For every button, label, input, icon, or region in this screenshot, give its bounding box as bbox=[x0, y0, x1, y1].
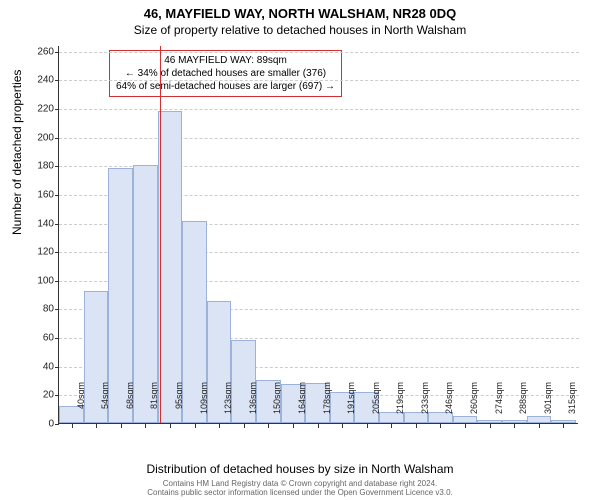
x-tick-mark bbox=[195, 424, 196, 428]
footer-line-2: Contains public sector information licen… bbox=[0, 489, 600, 498]
gridline bbox=[59, 109, 579, 110]
chart-container: 46, MAYFIELD WAY, NORTH WALSHAM, NR28 0D… bbox=[0, 0, 600, 500]
x-tick-mark bbox=[490, 424, 491, 428]
y-tick-mark bbox=[55, 367, 59, 368]
x-tick-mark bbox=[170, 424, 171, 428]
y-axis-label: Number of detached properties bbox=[10, 70, 24, 235]
footer-attribution: Contains HM Land Registry data © Crown c… bbox=[0, 480, 600, 498]
y-tick-label: 240 bbox=[14, 75, 54, 86]
annotation-line-2: ← 34% of detached houses are smaller (37… bbox=[116, 67, 335, 80]
y-tick-mark bbox=[55, 138, 59, 139]
y-tick-label: 60 bbox=[14, 333, 54, 344]
y-tick-mark bbox=[55, 166, 59, 167]
y-tick-label: 200 bbox=[14, 132, 54, 143]
x-tick-mark bbox=[465, 424, 466, 428]
x-tick-mark bbox=[244, 424, 245, 428]
x-tick-mark bbox=[440, 424, 441, 428]
gridline bbox=[59, 138, 579, 139]
annotation-box: 46 MAYFIELD WAY: 89sqm ← 34% of detached… bbox=[109, 50, 342, 97]
y-tick-label: 40 bbox=[14, 361, 54, 372]
x-tick-mark bbox=[96, 424, 97, 428]
y-tick-label: 220 bbox=[14, 104, 54, 115]
x-tick-mark bbox=[563, 424, 564, 428]
x-tick-mark bbox=[416, 424, 417, 428]
y-tick-mark bbox=[55, 338, 59, 339]
y-tick-label: 20 bbox=[14, 390, 54, 401]
chart-title-main: 46, MAYFIELD WAY, NORTH WALSHAM, NR28 0D… bbox=[0, 0, 600, 21]
y-tick-label: 260 bbox=[14, 46, 54, 57]
x-tick-mark bbox=[539, 424, 540, 428]
y-tick-mark bbox=[55, 224, 59, 225]
y-tick-label: 180 bbox=[14, 161, 54, 172]
x-tick-mark bbox=[342, 424, 343, 428]
x-tick-mark bbox=[514, 424, 515, 428]
y-tick-mark bbox=[55, 109, 59, 110]
y-tick-mark bbox=[55, 424, 59, 425]
y-tick-mark bbox=[55, 195, 59, 196]
y-tick-mark bbox=[55, 395, 59, 396]
y-tick-label: 80 bbox=[14, 304, 54, 315]
y-tick-mark bbox=[55, 281, 59, 282]
y-tick-mark bbox=[55, 309, 59, 310]
gridline bbox=[59, 52, 579, 53]
x-axis-label: Distribution of detached houses by size … bbox=[0, 462, 600, 476]
y-tick-label: 140 bbox=[14, 218, 54, 229]
x-tick-mark bbox=[72, 424, 73, 428]
x-tick-label: 315sqm bbox=[567, 382, 577, 428]
bar bbox=[158, 111, 183, 423]
x-tick-mark bbox=[391, 424, 392, 428]
y-tick-mark bbox=[55, 252, 59, 253]
y-tick-label: 100 bbox=[14, 275, 54, 286]
gridline bbox=[59, 80, 579, 81]
x-tick-mark bbox=[318, 424, 319, 428]
reference-line bbox=[160, 46, 161, 423]
x-tick-mark bbox=[121, 424, 122, 428]
x-tick-mark bbox=[293, 424, 294, 428]
chart-title-sub: Size of property relative to detached ho… bbox=[0, 21, 600, 37]
y-tick-label: 0 bbox=[14, 419, 54, 430]
y-tick-label: 120 bbox=[14, 247, 54, 258]
x-tick-mark bbox=[268, 424, 269, 428]
plot-area: 46 MAYFIELD WAY: 89sqm ← 34% of detached… bbox=[58, 46, 578, 424]
y-tick-mark bbox=[55, 80, 59, 81]
x-tick-mark bbox=[145, 424, 146, 428]
x-tick-mark bbox=[367, 424, 368, 428]
y-tick-label: 160 bbox=[14, 189, 54, 200]
y-tick-mark bbox=[55, 52, 59, 53]
x-tick-mark bbox=[219, 424, 220, 428]
annotation-line-3: 64% of semi-detached houses are larger (… bbox=[116, 80, 335, 93]
annotation-line-1: 46 MAYFIELD WAY: 89sqm bbox=[116, 54, 335, 67]
